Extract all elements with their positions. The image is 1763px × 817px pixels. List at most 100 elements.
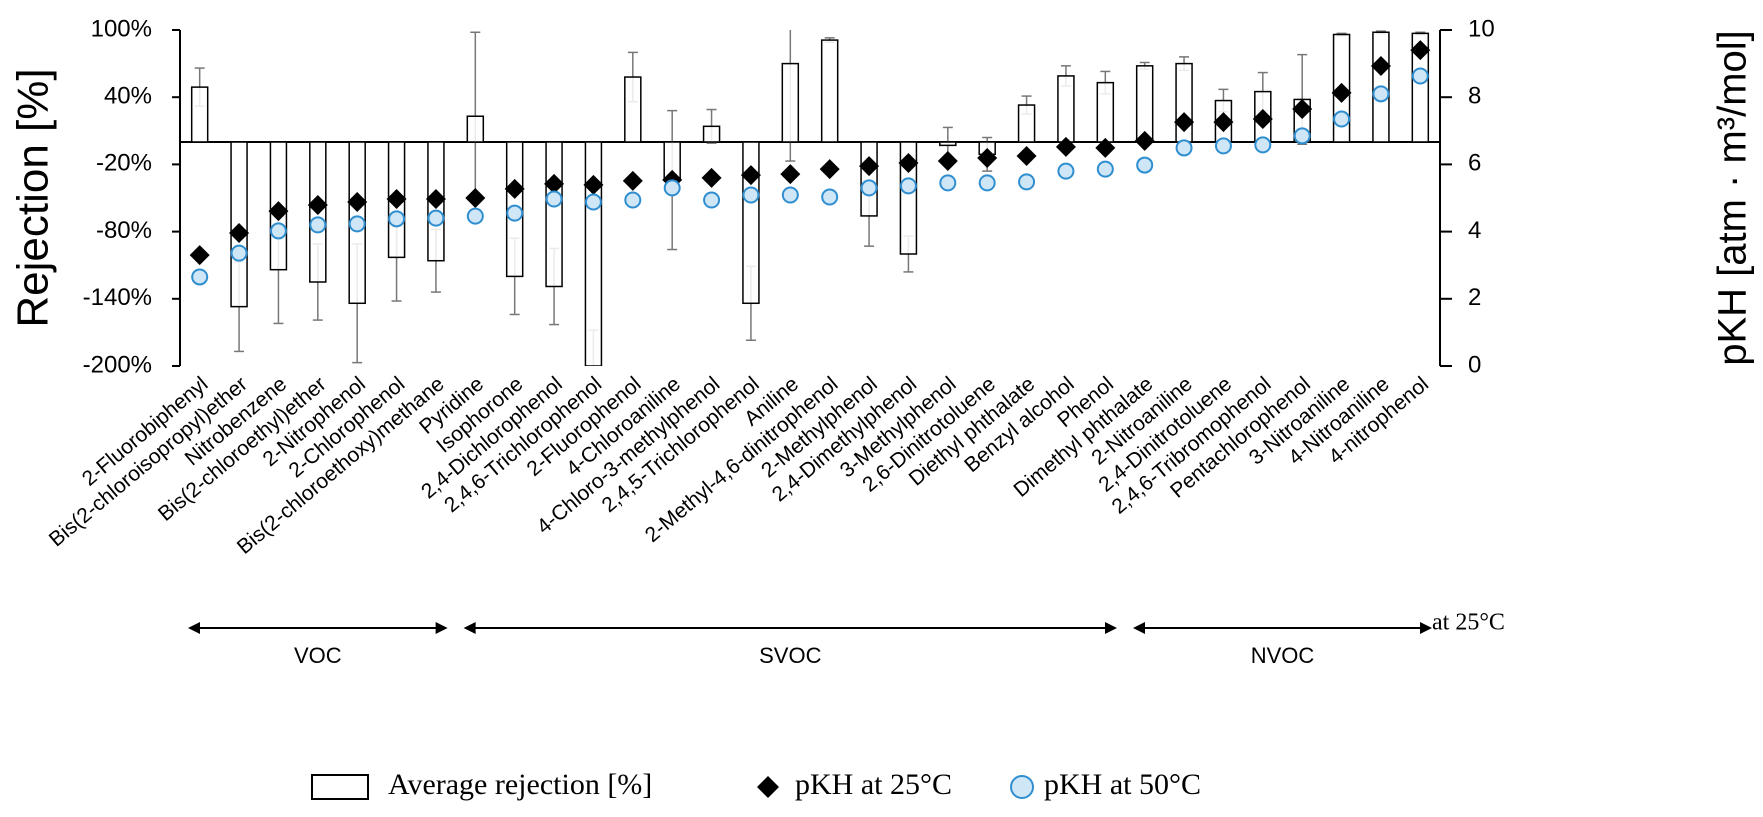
diamond-marker — [780, 164, 801, 185]
circle-marker — [821, 188, 839, 206]
group-label: SVOC — [759, 643, 821, 668]
circle-marker — [1018, 173, 1036, 191]
diamond-marker — [819, 159, 840, 180]
circle-marker — [939, 174, 957, 192]
plot-area — [189, 30, 1431, 366]
circle-marker — [781, 186, 799, 204]
circle-marker — [860, 179, 878, 197]
diamond-marker — [1174, 112, 1195, 133]
y2-tick-label: 6 — [1468, 150, 1481, 177]
y-tick-label: -140% — [83, 284, 152, 311]
legend-label: pKH at 25°C — [795, 768, 952, 801]
diamond-marker — [1252, 109, 1273, 130]
circle-marker — [427, 209, 445, 227]
diamond-marker — [504, 178, 525, 199]
legend-swatch — [311, 774, 369, 800]
circle-marker — [1411, 67, 1429, 85]
circle-marker — [1333, 110, 1351, 128]
diamond-marker — [1331, 82, 1352, 103]
circle-marker — [1293, 127, 1311, 145]
bar — [624, 76, 642, 143]
circle-marker — [1214, 137, 1232, 155]
circle-marker — [230, 244, 248, 262]
y2-tick-label: 2 — [1468, 284, 1481, 311]
circle-marker — [309, 216, 327, 234]
annotation: at 25°C — [1432, 610, 1505, 636]
circle-marker — [1254, 136, 1272, 154]
circle-marker — [1096, 160, 1114, 178]
circle-marker — [1136, 156, 1154, 174]
y2-tick-label: 0 — [1468, 351, 1481, 378]
arrow-head — [1420, 622, 1432, 634]
circle-marker — [1057, 162, 1075, 180]
bar — [702, 125, 721, 143]
diamond-marker — [1292, 98, 1313, 119]
diamond-marker — [898, 153, 919, 174]
legend-label: pKH at 50°C — [1044, 768, 1201, 801]
y-axis-label: Rejection [%] — [9, 68, 58, 327]
y2-tick-label: 4 — [1468, 217, 1481, 244]
circle-marker — [624, 191, 642, 209]
y-tick-label: 40% — [104, 83, 152, 110]
bar — [1135, 65, 1154, 143]
diamond-marker — [1095, 137, 1116, 158]
group-label: NVOC — [1251, 643, 1315, 668]
y-tick-label: -200% — [83, 351, 152, 378]
circle-marker — [1372, 85, 1390, 103]
legend-label: Average rejection [%] — [388, 768, 652, 801]
bar — [860, 141, 878, 217]
circle-marker — [1175, 139, 1193, 157]
diamond-marker — [229, 222, 250, 243]
circle-marker — [742, 186, 760, 204]
diamond-marker — [1370, 55, 1391, 76]
y-tick-label: 100% — [91, 15, 152, 42]
bar — [939, 141, 957, 147]
diamond-marker — [386, 189, 407, 210]
arrow-head — [188, 622, 200, 634]
diamond-marker — [1016, 146, 1037, 166]
legend-swatch — [757, 776, 779, 798]
diamond-marker — [1055, 136, 1076, 157]
circle-marker — [584, 193, 602, 211]
circle-marker — [703, 191, 721, 209]
circle-marker — [466, 207, 484, 225]
arrow-head — [463, 622, 476, 634]
diamond-marker — [1213, 112, 1234, 133]
diamond-marker — [1134, 130, 1155, 151]
bar — [742, 141, 760, 305]
diamond-marker — [583, 174, 604, 195]
arrow-head — [435, 622, 448, 634]
bar — [545, 141, 563, 288]
diamond-marker — [622, 170, 643, 191]
bar — [781, 62, 800, 143]
circle-marker — [663, 179, 681, 197]
diamond-marker — [859, 156, 880, 177]
circle-marker — [348, 215, 366, 233]
bar — [820, 39, 839, 143]
diamond-marker — [189, 245, 210, 266]
diamond-marker — [307, 195, 328, 216]
circle-marker — [506, 204, 524, 222]
bar — [899, 141, 918, 255]
circle-marker — [191, 268, 209, 286]
legend-swatch — [1010, 775, 1034, 799]
y2-axis-label: pKH [atm · m³/mol] — [1711, 30, 1755, 366]
circle-marker — [899, 177, 917, 195]
diamond-marker — [268, 201, 289, 222]
diamond-marker — [544, 173, 565, 194]
bar — [1057, 75, 1075, 143]
bar — [190, 86, 209, 143]
y-tick-label: -20% — [96, 150, 152, 177]
bar — [466, 115, 485, 143]
circle-marker — [545, 190, 563, 208]
y-tick-label: -80% — [96, 217, 152, 244]
diamond-marker — [937, 151, 958, 172]
group-label: VOC — [294, 643, 342, 668]
diamond-marker — [425, 189, 446, 210]
diamond-marker — [977, 148, 998, 169]
arrow-head — [1105, 622, 1117, 634]
circle-marker — [269, 222, 287, 240]
diamond-marker — [465, 188, 486, 208]
